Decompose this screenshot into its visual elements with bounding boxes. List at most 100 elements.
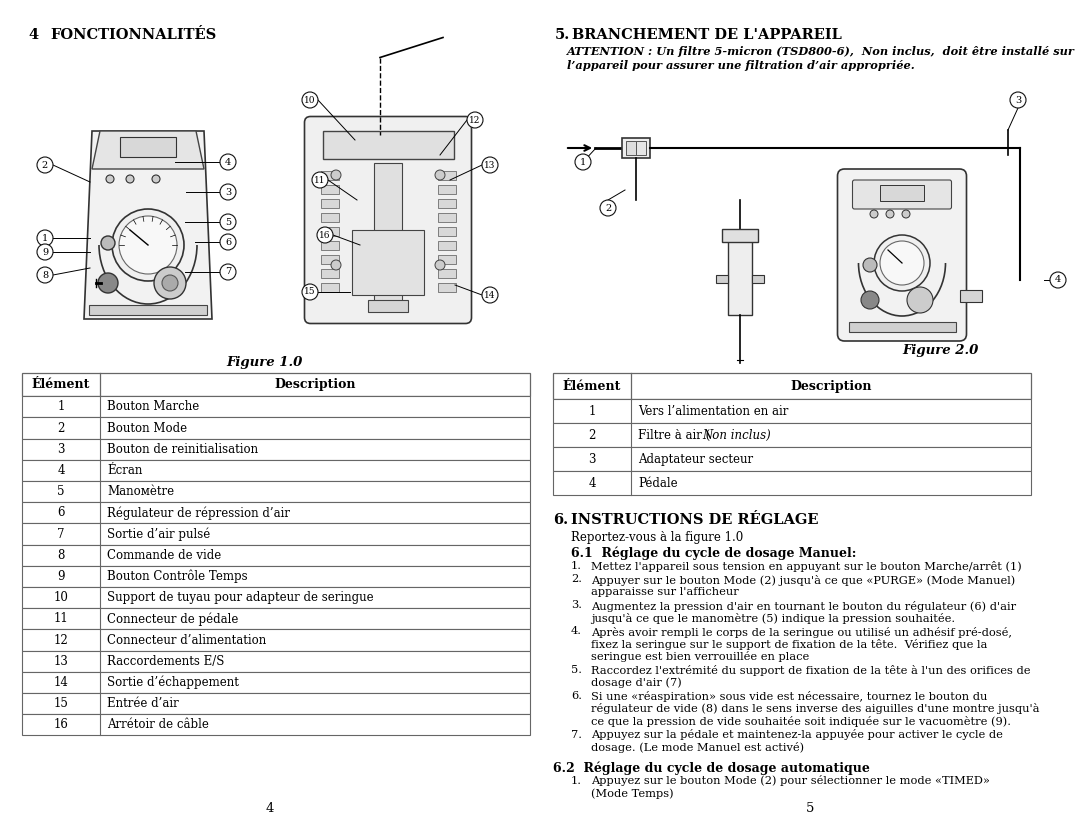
- Text: 4: 4: [266, 802, 274, 815]
- Bar: [553, 423, 1031, 447]
- Text: Si une «réaspiration» sous vide est nécessaire, tournez le bouton du: Si une «réaspiration» sous vide est néce…: [591, 691, 987, 702]
- Circle shape: [1050, 272, 1066, 288]
- Text: Bouton Marche: Bouton Marche: [107, 400, 199, 414]
- Bar: [22, 630, 530, 651]
- Text: Pédale: Pédale: [638, 476, 677, 490]
- Circle shape: [435, 170, 445, 180]
- Bar: [723, 229, 758, 242]
- Bar: [622, 138, 650, 158]
- Circle shape: [302, 284, 318, 300]
- Circle shape: [1010, 92, 1026, 108]
- Bar: [22, 373, 530, 396]
- Text: seringue est bien verrouillée en place: seringue est bien verrouillée en place: [591, 651, 809, 662]
- Text: 1: 1: [42, 234, 49, 243]
- Text: Arrétoir de câble: Arrétoir de câble: [107, 718, 208, 731]
- Circle shape: [870, 210, 878, 218]
- Circle shape: [874, 235, 930, 291]
- Bar: [437, 213, 456, 222]
- Bar: [321, 283, 338, 292]
- Text: 7.: 7.: [571, 730, 582, 740]
- Bar: [22, 651, 530, 672]
- Bar: [352, 230, 424, 295]
- Bar: [22, 524, 530, 545]
- Text: 1: 1: [580, 158, 586, 167]
- Circle shape: [330, 260, 341, 270]
- Text: 11: 11: [314, 175, 326, 184]
- Text: 4: 4: [589, 476, 596, 490]
- Text: Manoмètre: Manoмètre: [107, 485, 174, 498]
- Bar: [321, 184, 338, 193]
- Bar: [752, 275, 764, 283]
- Circle shape: [220, 154, 237, 170]
- Text: 12: 12: [470, 115, 481, 124]
- Circle shape: [575, 154, 591, 170]
- Text: 4.: 4.: [571, 626, 582, 636]
- Polygon shape: [84, 131, 212, 319]
- Bar: [959, 290, 982, 302]
- Circle shape: [220, 234, 237, 250]
- Text: 2: 2: [605, 203, 611, 213]
- Text: 1: 1: [57, 400, 65, 414]
- Bar: [437, 269, 456, 278]
- Text: Bouton Mode: Bouton Mode: [107, 421, 187, 435]
- Bar: [728, 240, 752, 315]
- Circle shape: [37, 230, 53, 246]
- Text: Connecteur de pédale: Connecteur de pédale: [107, 612, 239, 626]
- Text: 8: 8: [57, 549, 65, 562]
- Circle shape: [119, 216, 177, 274]
- Bar: [849, 322, 956, 332]
- Bar: [22, 481, 530, 502]
- Circle shape: [98, 273, 118, 293]
- Text: 2: 2: [589, 429, 596, 441]
- Circle shape: [220, 264, 237, 280]
- Text: 14: 14: [484, 290, 496, 299]
- Text: 4: 4: [225, 158, 231, 167]
- Circle shape: [312, 172, 328, 188]
- Bar: [437, 283, 456, 292]
- Circle shape: [102, 236, 114, 250]
- Text: FONCTIONNALITÉS: FONCTIONNALITÉS: [50, 28, 216, 42]
- FancyBboxPatch shape: [305, 117, 472, 324]
- Text: 5: 5: [806, 802, 814, 815]
- Circle shape: [220, 214, 237, 230]
- Text: Filtre à air (: Filtre à air (: [638, 429, 714, 441]
- FancyBboxPatch shape: [837, 169, 967, 341]
- Text: 6.2  Réglage du cycle de dosage automatique: 6.2 Réglage du cycle de dosage automatiq…: [553, 761, 869, 775]
- Text: régulateur de vide (8) dans le sens inverse des aiguilles d'une montre jusqu'à: régulateur de vide (8) dans le sens inve…: [591, 704, 1039, 715]
- Text: 3.: 3.: [571, 600, 582, 610]
- Bar: [437, 170, 456, 179]
- Text: Écran: Écran: [107, 464, 143, 477]
- Bar: [321, 254, 338, 264]
- Bar: [22, 417, 530, 439]
- Bar: [553, 471, 1031, 495]
- Bar: [374, 163, 402, 303]
- Text: Élément: Élément: [31, 378, 91, 391]
- Bar: [22, 565, 530, 587]
- Circle shape: [37, 244, 53, 260]
- Text: 10: 10: [54, 591, 68, 604]
- Circle shape: [37, 157, 53, 173]
- Text: 4: 4: [1055, 275, 1062, 284]
- Bar: [22, 672, 530, 693]
- Text: Régulateur de répression d’air: Régulateur de répression d’air: [107, 506, 291, 520]
- Bar: [626, 141, 636, 155]
- Text: 5: 5: [57, 485, 65, 498]
- Circle shape: [880, 241, 924, 285]
- Bar: [22, 693, 530, 714]
- Text: 4: 4: [28, 28, 38, 42]
- Circle shape: [907, 287, 933, 313]
- Circle shape: [106, 175, 114, 183]
- Bar: [120, 137, 176, 157]
- Text: Non inclus): Non inclus): [702, 429, 771, 441]
- Text: l’appareil pour assurer une filtration d’air appropriée.: l’appareil pour assurer une filtration d…: [567, 60, 915, 71]
- Text: Support de tuyau pour adapteur de seringue: Support de tuyau pour adapteur de sering…: [107, 591, 374, 604]
- Circle shape: [600, 200, 616, 216]
- Circle shape: [482, 157, 498, 173]
- Bar: [437, 254, 456, 264]
- Text: BRANCHEMENT DE L'APPAREIL: BRANCHEMENT DE L'APPAREIL: [572, 28, 842, 42]
- Circle shape: [154, 267, 186, 299]
- Text: Augmentez la pression d'air en tournant le bouton du régulateur (6) d'air: Augmentez la pression d'air en tournant …: [591, 600, 1016, 611]
- Text: Appuyez sur le bouton Mode (2) pour sélectionner le mode «TIMED»: Appuyez sur le bouton Mode (2) pour séle…: [591, 776, 990, 786]
- Text: 11: 11: [54, 612, 68, 626]
- Text: 6.: 6.: [571, 691, 582, 701]
